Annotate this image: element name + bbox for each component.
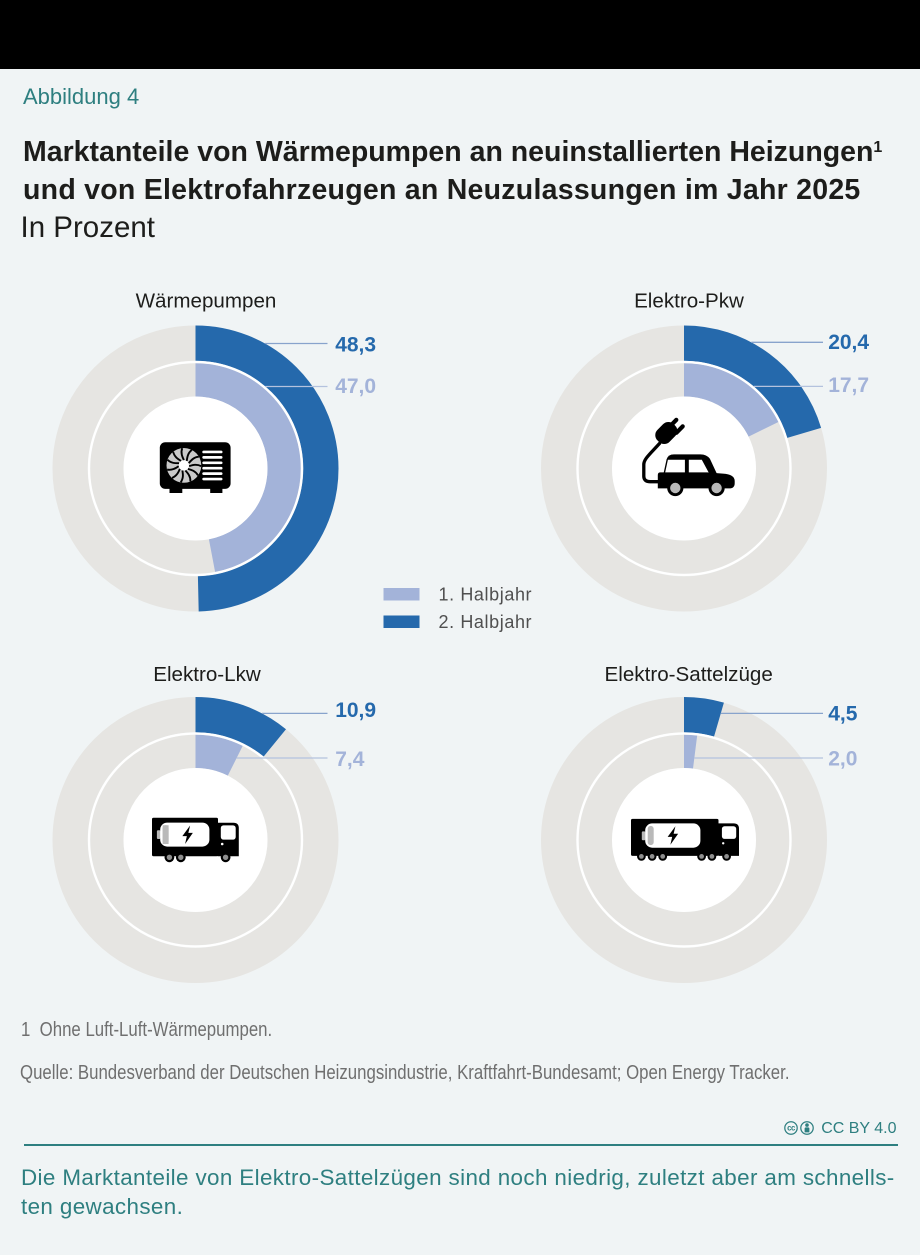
svg-text:20,4: 20,4 bbox=[828, 331, 869, 354]
svg-text:1. Halbjahr: 1. Halbjahr bbox=[439, 585, 533, 605]
svg-text:48,3: 48,3 bbox=[335, 334, 376, 357]
svg-text:17,7: 17,7 bbox=[828, 374, 869, 397]
svg-text:Elektro-Pkw: Elektro-Pkw bbox=[634, 290, 744, 313]
svg-text:Wärmepumpen: Wärmepumpen bbox=[136, 290, 277, 313]
svg-text:7,4: 7,4 bbox=[335, 748, 365, 771]
svg-text:47,0: 47,0 bbox=[335, 375, 376, 398]
svg-text:Elektro-Sattelzüge: Elektro-Sattelzüge bbox=[605, 663, 773, 686]
svg-text:cc: cc bbox=[787, 1124, 796, 1133]
svg-text:4,5: 4,5 bbox=[828, 703, 858, 726]
svg-text:10,9: 10,9 bbox=[335, 699, 376, 722]
svg-text:2,0: 2,0 bbox=[828, 748, 857, 771]
svg-text:2. Halbjahr: 2. Halbjahr bbox=[439, 612, 533, 632]
svg-text:Elektro-Lkw: Elektro-Lkw bbox=[153, 663, 261, 686]
